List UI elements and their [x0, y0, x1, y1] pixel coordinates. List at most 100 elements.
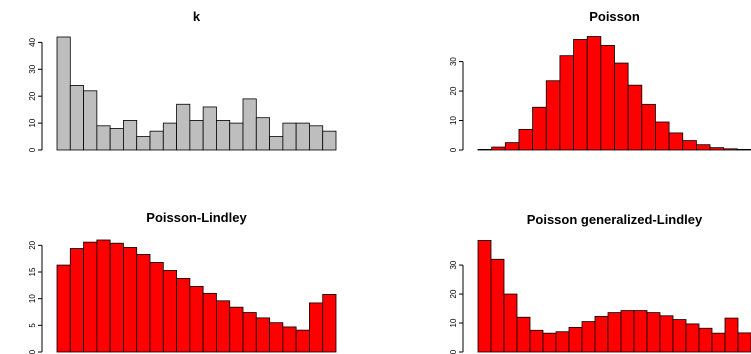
bar: [83, 90, 98, 151]
bar: [627, 84, 643, 151]
bar: [503, 293, 518, 353]
bar: [83, 241, 98, 353]
bar: [162, 269, 177, 353]
bar: [559, 55, 574, 151]
bar: [581, 321, 596, 353]
y-tick-label: 15: [28, 267, 37, 276]
chart-panel-poisson-lindley: Poisson-Lindley 0 5 10 15 20: [28, 210, 337, 354]
bar: [322, 293, 337, 353]
bar: [504, 142, 520, 151]
y-tick-label: 30: [449, 260, 458, 269]
bar: [202, 106, 217, 151]
bar: [529, 329, 544, 353]
bar: [555, 331, 570, 353]
bar: [568, 326, 583, 353]
bar: [477, 149, 493, 151]
bar: [672, 319, 687, 353]
bar: [162, 122, 177, 151]
bar: [309, 302, 324, 353]
chart-title: Poisson generalized-Lindley: [527, 212, 703, 227]
bar: [518, 128, 534, 151]
bar: [56, 36, 71, 151]
bar: [123, 247, 138, 353]
chart-panel-k: k 0 10 20 30 40: [28, 9, 337, 152]
bar: [136, 253, 151, 353]
bar: [737, 332, 751, 353]
y-tick-label: 10: [28, 118, 37, 127]
bar: [477, 240, 492, 353]
y-tick-label: 30: [28, 64, 37, 73]
bar: [216, 120, 231, 151]
bar: [490, 258, 505, 353]
chart-title: Poisson-Lindley: [146, 210, 247, 225]
y-tick-label: 0: [28, 349, 37, 354]
bar: [269, 322, 284, 353]
bar: [96, 125, 111, 151]
bar: [668, 132, 684, 151]
bar: [96, 239, 111, 353]
bar: [698, 327, 713, 353]
bar: [136, 136, 151, 151]
bar: [123, 120, 138, 151]
bar: [542, 332, 557, 353]
bar: [242, 312, 257, 353]
chart-title: k: [193, 9, 201, 24]
bar: [614, 62, 629, 151]
y-tick-label: 30: [449, 57, 458, 66]
bar: [109, 128, 124, 151]
bar: [229, 122, 244, 151]
bar: [69, 248, 84, 353]
bar: [633, 310, 648, 353]
bar: [322, 130, 337, 151]
bar: [724, 317, 739, 353]
bar: [620, 310, 635, 353]
bar: [282, 326, 297, 353]
bar: [189, 120, 204, 151]
bar: [56, 264, 71, 353]
chart-panel-poisson-generalized-lindley: Poisson generalized-Lindley 0 10 20 30: [449, 212, 751, 354]
bar: [655, 121, 670, 151]
bar: [736, 149, 751, 151]
bar: [229, 306, 244, 353]
bar: [189, 285, 204, 353]
bar: [282, 122, 297, 151]
bar: [709, 147, 725, 151]
bar: [600, 44, 615, 151]
bar: [491, 146, 506, 151]
y-tick-label: 40: [28, 37, 37, 46]
bar: [255, 317, 270, 353]
bar: [685, 323, 700, 353]
y-tick-label: 10: [28, 294, 37, 303]
bar: [573, 39, 588, 151]
bar: [545, 80, 561, 151]
bar: [176, 103, 191, 151]
y-tick-label: 0: [449, 349, 458, 354]
y-tick-label: 10: [449, 116, 458, 125]
bar: [723, 148, 738, 151]
bar: [309, 125, 324, 151]
bar: [586, 36, 602, 151]
y-tick-label: 20: [28, 91, 37, 100]
bar: [149, 130, 164, 151]
y-tick-label: 20: [449, 289, 458, 298]
y-tick-label: 5: [28, 323, 37, 328]
y-tick-label: 20: [28, 240, 37, 249]
bar: [109, 242, 124, 353]
bar: [516, 316, 531, 353]
bar: [659, 315, 674, 353]
bar: [682, 140, 697, 151]
bar: [295, 122, 310, 151]
chart-title: Poisson: [589, 9, 640, 24]
bar: [594, 315, 609, 353]
bar: [641, 103, 656, 151]
bar: [295, 329, 310, 353]
bar: [202, 292, 217, 353]
bar: [255, 117, 270, 151]
y-tick-label: 10: [449, 318, 458, 327]
bar: [607, 312, 622, 353]
bar: [646, 312, 661, 353]
bar: [69, 85, 84, 151]
chart-panel-poisson: Poisson 0 10 20 30: [449, 9, 751, 152]
bar: [242, 98, 257, 151]
